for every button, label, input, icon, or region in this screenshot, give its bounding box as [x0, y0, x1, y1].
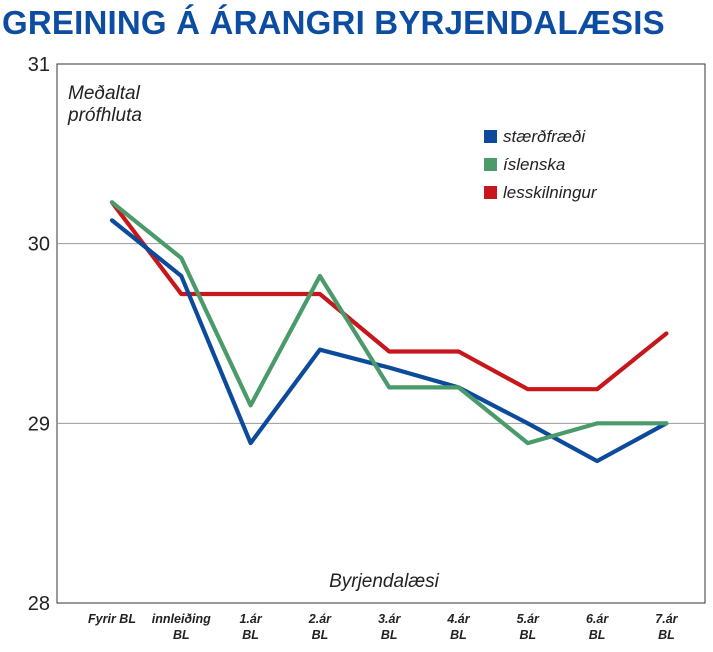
y-tick-label: 30	[28, 234, 50, 256]
legend-label: lesskilningur	[503, 183, 598, 202]
legend-label: íslenska	[503, 155, 565, 174]
y-tick-label: 29	[28, 413, 50, 435]
legend-label: stærðfræði	[503, 127, 586, 146]
x-tick-label: 7.ár BL	[655, 612, 678, 642]
series-line-0	[109, 218, 669, 464]
y-tick-label: 28	[28, 593, 50, 615]
x-tick-label: 6.ár BL	[586, 612, 609, 642]
x-tick-label: innleiðing BL	[152, 612, 211, 642]
chart-title: GREINING Á ÁRANGRI BYRJENDALÆSIS	[2, 4, 665, 41]
x-tick-label: 2.ár BL	[308, 612, 332, 642]
x-tick-label: 1.ár BL	[239, 612, 262, 642]
x-tick-label: 4.ár BL	[446, 612, 470, 642]
legend-swatch	[484, 186, 497, 199]
y-tick-label: 31	[28, 54, 50, 76]
plot-frame	[56, 63, 706, 604]
series-line-2	[109, 200, 669, 392]
x-tick-label: 5.ár BL	[517, 612, 540, 642]
legend-swatch	[484, 130, 497, 143]
y-axis-label: Meðaltal prófhluta	[67, 83, 142, 126]
series-line-1	[109, 200, 669, 446]
x-axis-label: Byrjendalæsi	[329, 571, 440, 592]
legend-swatch	[484, 158, 497, 171]
x-tick-label: 3.ár BL	[378, 612, 401, 642]
x-tick-label: Fyrir BL	[88, 612, 136, 626]
